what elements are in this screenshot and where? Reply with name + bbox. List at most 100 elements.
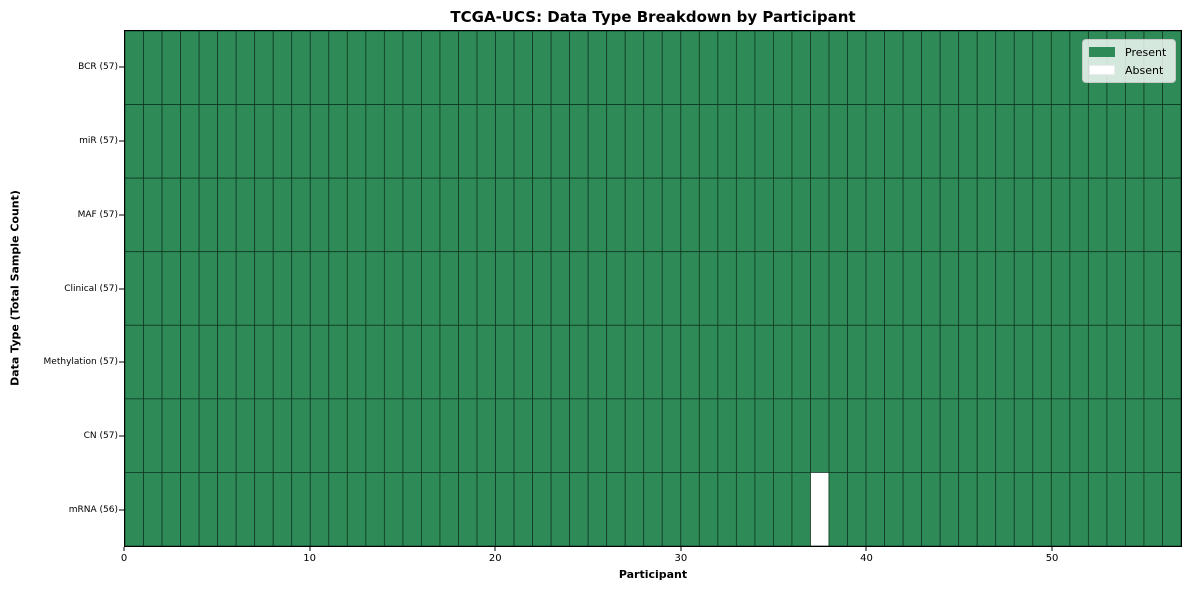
heatmap-cell [773,398,793,473]
heatmap-cell [698,177,719,253]
heatmap-cell [346,104,367,179]
heatmap-cell [995,324,1015,400]
heatmap-cell [1050,398,1071,473]
y-tick-label: miR (57) [79,135,118,146]
heatmap-cell [180,324,200,400]
y-tick-mark [119,509,124,511]
heatmap-cell [1106,398,1126,473]
heatmap-cell [458,177,478,253]
heatmap-cell [513,324,533,400]
heatmap-cell [328,251,348,326]
heatmap-cell [125,177,144,253]
heatmap-cell [180,31,200,105]
heatmap-cell [161,177,181,253]
heatmap-cell [680,104,700,179]
heatmap-cell [847,251,867,326]
heatmap-cell [1143,472,1163,546]
heatmap-cell [235,324,256,400]
heatmap-cell [884,104,904,179]
heatmap-cell [958,177,978,253]
heatmap-cell [1143,251,1163,326]
heatmap-cell [1050,31,1071,105]
heatmap-cell [847,31,867,105]
heatmap-cell [1125,324,1145,400]
heatmap-cell [735,177,756,253]
heatmap-cell [402,104,422,179]
heatmap-cell [1162,472,1181,546]
heatmap-cell [254,472,274,546]
heatmap-cell [587,472,608,546]
heatmap-cell [791,324,811,400]
heatmap-cell [921,177,941,253]
heatmap-cell [402,177,422,253]
heatmap-cell [1050,104,1071,179]
heatmap-cell [365,472,385,546]
heatmap-cell [902,251,923,326]
heatmap-cell [476,398,496,473]
heatmap-cell [735,31,756,105]
heatmap-cell [217,472,237,546]
heatmap-cell [217,324,237,400]
heatmap-cell [476,251,496,326]
heatmap-cell [661,472,682,546]
heatmap-cell [1069,324,1089,400]
heatmap-cell [291,104,311,179]
heatmap-cell [698,324,719,400]
heatmap-cell [606,31,626,105]
heatmap-cell [884,31,904,105]
heatmap-cell [495,472,515,546]
heatmap-cell [661,398,682,473]
heatmap-cell [624,104,645,179]
heatmap-cell [902,472,923,546]
legend-label-absent: Absent [1125,63,1164,77]
heatmap-cell [717,177,737,253]
heatmap-cell [495,31,515,105]
heatmap-cell [402,31,422,105]
x-tick-label: 10 [303,553,316,564]
heatmap-cell [458,104,478,179]
heatmap-cell [365,398,385,473]
heatmap-cell [606,324,626,400]
heatmap-cell [143,324,163,400]
heatmap-cell [921,472,941,546]
heatmap-cell [550,251,571,326]
heatmap-cell [495,251,515,326]
heatmap-cell [643,398,663,473]
y-tick-mark [119,361,124,363]
heatmap-cell [291,177,311,253]
heatmap-cell [309,472,330,546]
heatmap-cell [421,104,441,179]
heatmap-cell [902,104,923,179]
heatmap-cell [902,31,923,105]
heatmap-cell [458,251,478,326]
heatmap [125,31,1181,546]
heatmap-cell [1125,398,1145,473]
heatmap-cell [865,398,885,473]
heatmap-cell [1143,177,1163,253]
heatmap-cell [995,177,1015,253]
heatmap-cell [309,104,330,179]
legend-entry-absent: Absent [1089,63,1168,77]
heatmap-cell [661,324,682,400]
heatmap-cell [847,472,867,546]
heatmap-cell [180,251,200,326]
heatmap-cell [773,31,793,105]
heatmap-cell [458,472,478,546]
heatmap-cell [328,104,348,179]
y-tick-mark [119,66,124,68]
y-tick-label: BCR (57) [78,61,118,72]
heatmap-cell [698,104,719,179]
heatmap-cell [254,251,274,326]
heatmap-cell [513,398,533,473]
heatmap-cell [495,324,515,400]
heatmap-cell [513,31,533,105]
heatmap-cell [328,324,348,400]
heatmap-cell [717,324,737,400]
heatmap-cell [1106,104,1126,179]
heatmap-cell [143,472,163,546]
heatmap-cell [309,398,330,473]
heatmap-cell [1125,472,1145,546]
heatmap-cell [125,324,144,400]
heatmap-cell [735,251,756,326]
heatmap-cell [1032,472,1052,546]
